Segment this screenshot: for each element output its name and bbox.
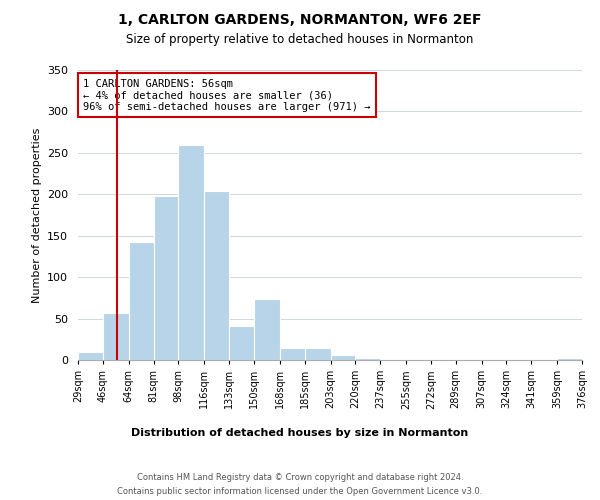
Bar [103, 313, 129, 360]
Bar [205, 191, 229, 360]
Bar [331, 355, 355, 360]
Bar [305, 348, 331, 360]
Bar [129, 242, 154, 360]
Y-axis label: Number of detached properties: Number of detached properties [32, 128, 41, 302]
Bar [229, 326, 254, 360]
Bar [154, 196, 178, 360]
Text: 1, CARLTON GARDENS, NORMANTON, WF6 2EF: 1, CARLTON GARDENS, NORMANTON, WF6 2EF [118, 12, 482, 26]
Bar [178, 144, 205, 360]
Bar [78, 352, 103, 360]
Text: Contains public sector information licensed under the Open Government Licence v3: Contains public sector information licen… [118, 488, 482, 496]
Text: Distribution of detached houses by size in Normanton: Distribution of detached houses by size … [131, 428, 469, 438]
Bar [254, 298, 280, 360]
Text: Contains HM Land Registry data © Crown copyright and database right 2024.: Contains HM Land Registry data © Crown c… [137, 472, 463, 482]
Text: Size of property relative to detached houses in Normanton: Size of property relative to detached ho… [127, 32, 473, 46]
Text: 1 CARLTON GARDENS: 56sqm
← 4% of detached houses are smaller (36)
96% of semi-de: 1 CARLTON GARDENS: 56sqm ← 4% of detache… [83, 78, 371, 112]
Bar [557, 358, 582, 360]
Bar [355, 358, 380, 360]
Bar [280, 348, 305, 360]
